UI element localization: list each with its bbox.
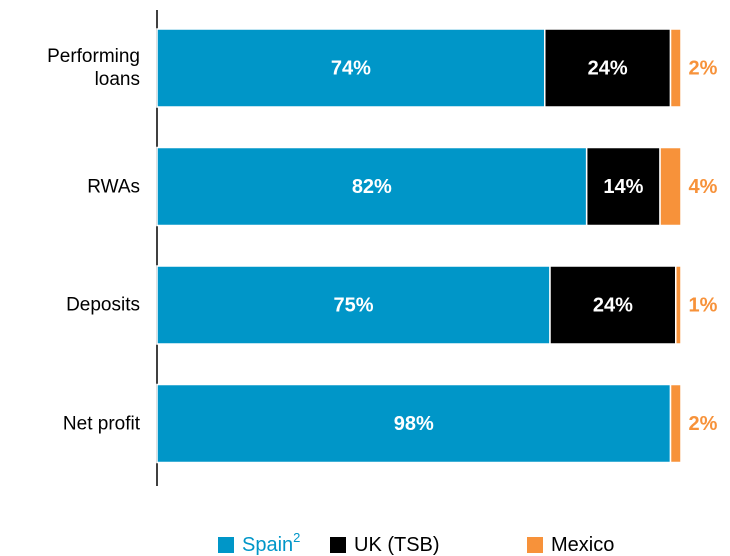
data-label: 98% [394, 413, 434, 435]
data-label: 2% [689, 57, 718, 79]
legend-name: Mexico [551, 534, 614, 556]
bar-segment [669, 28, 682, 108]
data-label: 75% [333, 294, 373, 316]
legend-label: Mexico [551, 534, 614, 556]
legend-label: UK (TSB) [354, 534, 440, 556]
legend-swatch [527, 537, 543, 553]
bar-segment [675, 265, 682, 345]
category-label: RWAs [87, 176, 140, 197]
bar-segment [544, 28, 672, 108]
bar-segment [549, 265, 677, 345]
bar-segment [659, 146, 682, 227]
legend-swatch [330, 537, 346, 553]
legend-superscript: 2 [293, 530, 300, 545]
bar-segment [156, 28, 546, 108]
bar-segment [585, 146, 661, 227]
data-label: 74% [331, 57, 371, 79]
category-label: Deposits [66, 294, 140, 316]
legend-label: Spain2 [242, 530, 300, 556]
data-label: 24% [593, 294, 633, 316]
data-label: 4% [689, 176, 718, 198]
category-label: Net profit [62, 413, 140, 434]
legend-swatch [218, 537, 234, 553]
bar-segment [156, 146, 588, 227]
category-label: Performing loans [47, 46, 140, 90]
data-label: 2% [689, 413, 718, 435]
bar-segment [669, 383, 682, 464]
data-label: 1% [689, 294, 718, 316]
bar-segment [156, 383, 672, 464]
data-label: 82% [352, 176, 392, 198]
data-label: 14% [603, 176, 643, 198]
data-label: 24% [588, 57, 628, 79]
legend-name: Spain [242, 534, 293, 556]
legend-name: UK (TSB) [354, 534, 440, 556]
